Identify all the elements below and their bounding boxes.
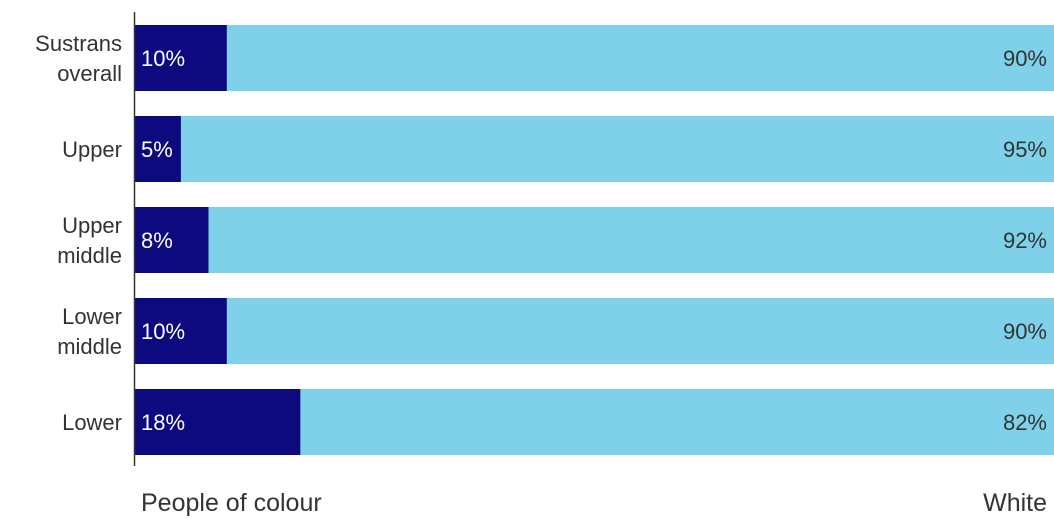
- bar-segment-people-of-colour-lower: [135, 389, 301, 455]
- value-label-white-lower: 82%: [1003, 410, 1047, 435]
- bar-segment-people-of-colour-upper-middle: [135, 207, 209, 273]
- value-label-people-of-colour-lower: 18%: [141, 410, 185, 435]
- category-label-upper: Upper: [62, 137, 122, 162]
- bar-segment-white-upper: [180, 116, 1054, 182]
- bar-segment-people-of-colour-sustrans-overall: [135, 25, 227, 91]
- value-label-people-of-colour-sustrans-overall: 10%: [141, 46, 185, 71]
- bar-segment-white-upper-middle: [208, 207, 1054, 273]
- category-label-sustrans-overall: Sustrans overall: [35, 31, 122, 86]
- value-label-white-sustrans-overall: 90%: [1003, 46, 1047, 71]
- value-label-white-upper: 95%: [1003, 137, 1047, 162]
- category-label-upper-middle: Upper middle: [57, 213, 122, 268]
- labels-layer: 10% 90% Sustrans overall 5% 95% Upper 8% 92% Uppe…: [35, 31, 1047, 435]
- bar-segment-people-of-colour-upper: [135, 116, 181, 182]
- legend-label-people-of-colour: People of colour: [141, 489, 322, 517]
- bars-layer: [135, 25, 1054, 455]
- category-label-lower-middle: Lower middle: [57, 304, 122, 359]
- value-label-people-of-colour-upper-middle: 8%: [141, 228, 173, 253]
- bar-segment-white-lower-middle: [226, 298, 1054, 364]
- value-label-white-upper-middle: 92%: [1003, 228, 1047, 253]
- category-label-lower: Lower: [62, 410, 122, 435]
- bar-segment-white-sustrans-overall: [226, 25, 1054, 91]
- value-label-people-of-colour-lower-middle: 10%: [141, 319, 185, 344]
- bar-segment-white-lower: [300, 389, 1054, 455]
- bar-segment-people-of-colour-lower-middle: [135, 298, 227, 364]
- value-label-people-of-colour-upper: 5%: [141, 137, 173, 162]
- value-label-white-lower-middle: 90%: [1003, 319, 1047, 344]
- legend-label-white: White: [983, 489, 1047, 517]
